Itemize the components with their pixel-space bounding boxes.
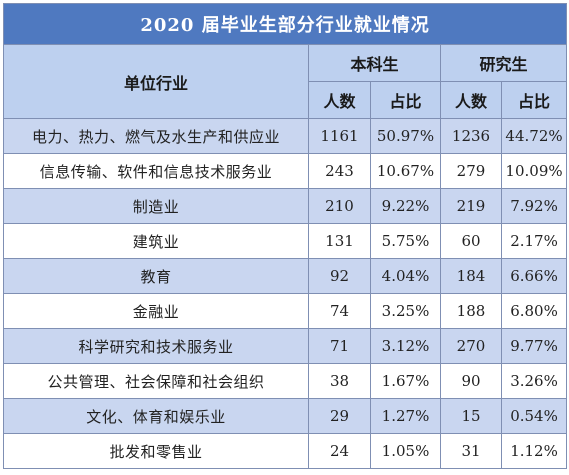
industry-cell: 批发和零售业 [3,433,309,469]
undergrad-count-cell: 29 [308,398,371,434]
graduate-count-cell: 31 [440,433,502,469]
table-row: 文化、体育和娱乐业 29 1.27% 15 0.54% [3,398,568,434]
graduate-count-cell: 90 [440,363,502,399]
undergrad-ratio-cell: 3.12% [370,328,441,364]
graduate-ratio-cell: 10.09% [500,153,568,189]
employment-table: 2020 届毕业生部分行业就业情况 单位行业 本科生 研究生 人数 占比 人数 … [2,3,568,469]
graduate-ratio-cell: 6.66% [500,258,568,294]
undergrad-ratio-cell: 1.05% [370,433,441,469]
undergrad-count-cell: 24 [308,433,371,469]
graduate-ratio-cell: 0.54% [500,398,568,434]
table-row: 制造业 210 9.22% 219 7.92% [3,188,568,224]
undergrad-count-cell: 210 [308,188,371,224]
industry-cell: 建筑业 [3,223,309,259]
graduate-ratio-cell: 9.77% [500,328,568,364]
graduate-ratio-cell: 44.72% [500,118,568,154]
undergrad-count-cell: 243 [308,153,371,189]
table-row: 教育 92 4.04% 184 6.66% [3,258,568,294]
undergrad-count-cell: 74 [308,293,371,329]
graduate-ratio-cell: 2.17% [500,223,568,259]
undergrad-count-cell: 131 [308,223,371,259]
graduate-ratio-cell: 7.92% [500,188,568,224]
graduate-count-cell: 15 [440,398,502,434]
undergrad-ratio-cell: 1.67% [370,363,441,399]
header-row-1: 单位行业 本科生 研究生 [3,44,568,119]
table-row: 科学研究和技术服务业 71 3.12% 270 9.77% [3,328,568,364]
table-title: 2020 届毕业生部分行业就业情况 [2,3,568,45]
undergrad-count-cell: 1161 [308,118,371,154]
industry-cell: 科学研究和技术服务业 [3,328,309,364]
header-undergrad: 本科生 [308,44,441,82]
industry-cell: 文化、体育和娱乐业 [3,398,309,434]
graduate-count-cell: 219 [440,188,502,224]
graduate-count-cell: 188 [440,293,502,329]
undergrad-ratio-cell: 9.22% [370,188,441,224]
header-ug-count: 人数 [308,81,371,119]
graduate-ratio-cell: 6.80% [500,293,568,329]
header-gr-ratio: 占比 [500,81,568,119]
table-row: 批发和零售业 24 1.05% 31 1.12% [3,433,568,469]
table-row: 电力、热力、燃气及水生产和供应业 1161 50.97% 1236 44.72% [3,118,568,154]
industry-cell: 公共管理、社会保障和社会组织 [3,363,309,399]
undergrad-ratio-cell: 3.25% [370,293,441,329]
graduate-count-cell: 270 [440,328,502,364]
undergrad-count-cell: 38 [308,363,371,399]
table-row: 信息传输、软件和信息技术服务业 243 10.67% 279 10.09% [3,153,568,189]
undergrad-count-cell: 92 [308,258,371,294]
title-row: 2020 届毕业生部分行业就业情况 [2,3,568,45]
undergrad-count-cell: 71 [308,328,371,364]
header-gr-count: 人数 [440,81,502,119]
industry-cell: 金融业 [3,293,309,329]
graduate-count-cell: 1236 [440,118,502,154]
table-row: 建筑业 131 5.75% 60 2.17% [3,223,568,259]
header-graduate: 研究生 [439,44,568,82]
undergrad-ratio-cell: 1.27% [370,398,441,434]
graduate-count-cell: 60 [440,223,502,259]
graduate-count-cell: 279 [440,153,502,189]
industry-cell: 教育 [3,258,309,294]
undergrad-ratio-cell: 10.67% [370,153,441,189]
header-industry: 单位行业 [3,44,309,119]
table-row: 公共管理、社会保障和社会组织 38 1.67% 90 3.26% [3,363,568,399]
table-row: 金融业 74 3.25% 188 6.80% [3,293,568,329]
undergrad-ratio-cell: 50.97% [370,118,441,154]
industry-cell: 制造业 [3,188,309,224]
industry-cell: 电力、热力、燃气及水生产和供应业 [3,118,309,154]
header-row-2: 人数 占比 人数 占比 [4,81,568,119]
header-ug-ratio: 占比 [370,81,441,119]
industry-cell: 信息传输、软件和信息技术服务业 [3,153,309,189]
undergrad-ratio-cell: 4.04% [370,258,441,294]
graduate-ratio-cell: 3.26% [500,363,568,399]
graduate-count-cell: 184 [440,258,502,294]
undergrad-ratio-cell: 5.75% [370,223,441,259]
graduate-ratio-cell: 1.12% [500,433,568,469]
